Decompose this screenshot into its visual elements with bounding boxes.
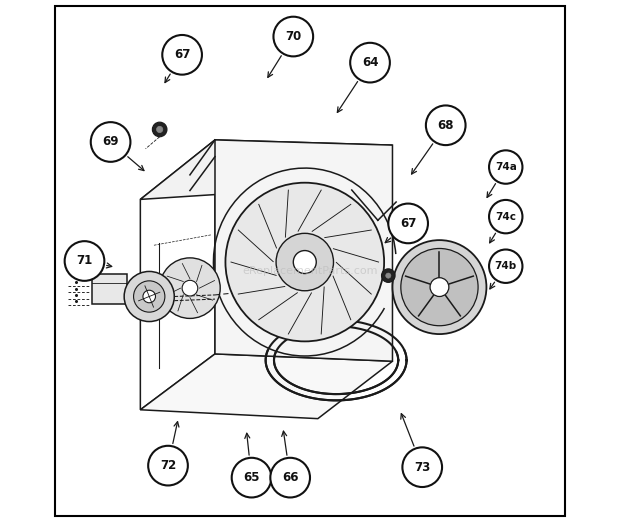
Polygon shape — [140, 354, 392, 419]
Text: 66: 66 — [282, 471, 298, 484]
Text: 72: 72 — [160, 459, 176, 472]
Text: 67: 67 — [174, 49, 190, 61]
Circle shape — [489, 250, 523, 283]
Circle shape — [153, 122, 167, 137]
Circle shape — [133, 281, 165, 312]
Circle shape — [401, 248, 478, 326]
Circle shape — [124, 271, 174, 322]
Circle shape — [381, 269, 395, 282]
Polygon shape — [215, 140, 392, 361]
Circle shape — [226, 183, 384, 341]
Circle shape — [64, 241, 104, 281]
Text: 74b: 74b — [495, 261, 517, 271]
Circle shape — [232, 458, 272, 497]
Circle shape — [91, 122, 130, 162]
Circle shape — [276, 233, 334, 291]
Circle shape — [156, 126, 163, 133]
Circle shape — [392, 240, 487, 334]
Text: 65: 65 — [243, 471, 260, 484]
Circle shape — [466, 291, 476, 302]
Circle shape — [270, 458, 310, 497]
Text: 70: 70 — [285, 30, 301, 43]
Text: 73: 73 — [414, 461, 430, 473]
Circle shape — [430, 278, 449, 296]
Polygon shape — [140, 140, 392, 199]
Text: 74a: 74a — [495, 162, 516, 172]
Bar — [92, 274, 127, 304]
Text: eReplacementParts.com: eReplacementParts.com — [242, 266, 378, 277]
Circle shape — [182, 280, 198, 296]
Circle shape — [489, 200, 523, 233]
Circle shape — [162, 35, 202, 75]
Circle shape — [402, 447, 442, 487]
Circle shape — [148, 446, 188, 485]
Text: 71: 71 — [76, 255, 92, 267]
Text: 68: 68 — [438, 119, 454, 132]
Circle shape — [489, 150, 523, 184]
Circle shape — [388, 204, 428, 243]
Circle shape — [273, 17, 313, 56]
Circle shape — [386, 273, 391, 278]
Circle shape — [293, 251, 316, 274]
Text: 69: 69 — [102, 136, 119, 148]
Text: 64: 64 — [362, 56, 378, 69]
Text: 74c: 74c — [495, 211, 516, 222]
Circle shape — [426, 105, 466, 145]
Circle shape — [160, 258, 220, 318]
Text: 67: 67 — [400, 217, 416, 230]
Circle shape — [350, 43, 390, 82]
Polygon shape — [140, 140, 215, 410]
Circle shape — [143, 290, 156, 303]
